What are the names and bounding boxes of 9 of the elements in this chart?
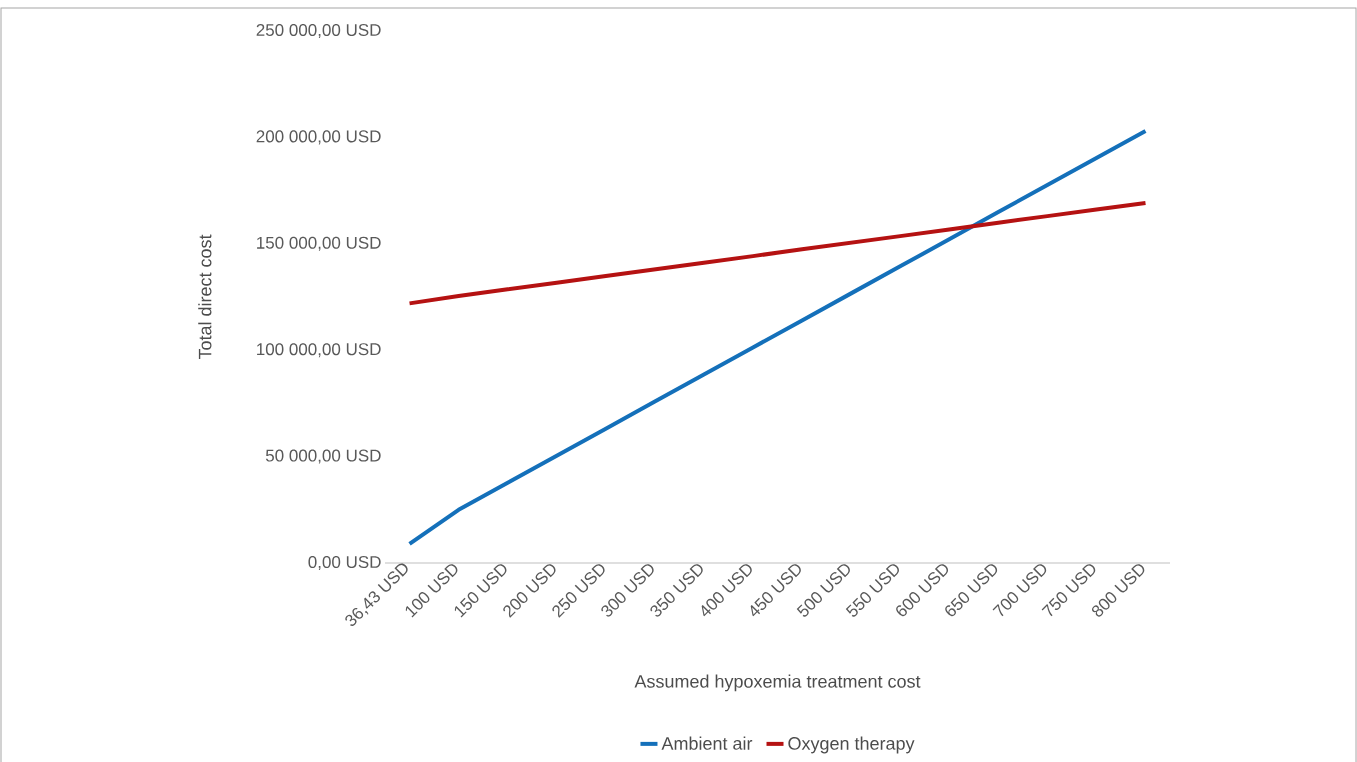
y-tick-label: 100 000,00 USD xyxy=(257,343,381,358)
y-axis-title: Total direct cost xyxy=(198,234,212,360)
legend-label: Oxygen therapy xyxy=(788,736,915,754)
y-tick-label: 200 000,00 USD xyxy=(256,130,381,145)
y-tick-label: 50 000,00 USD xyxy=(265,449,381,464)
y-tick-label: 250 000,00 USD xyxy=(256,23,381,39)
legend-label: Ambient air xyxy=(661,736,753,750)
x-axis-title: Assumed hypoxemia treatment cost xyxy=(634,674,921,692)
y-tick-label: 150 000,00 USD xyxy=(257,236,381,251)
